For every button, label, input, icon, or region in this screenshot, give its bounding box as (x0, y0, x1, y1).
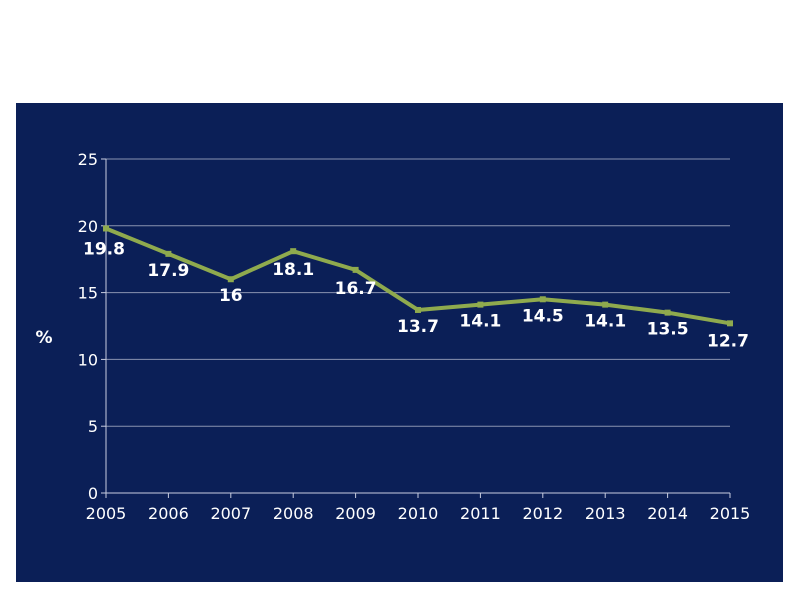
data-label: 17.9 (147, 261, 189, 281)
y-tick-label: 5 (88, 417, 98, 436)
x-tick-label: 2011 (460, 504, 501, 523)
data-label: 18.1 (272, 260, 314, 280)
data-point (227, 276, 234, 283)
data-label: 13.7 (397, 317, 439, 337)
data-label: 14.5 (522, 306, 564, 326)
x-tick-label: 2010 (398, 504, 439, 523)
y-tick-label: 25 (78, 150, 98, 169)
x-tick-label: 2013 (585, 504, 626, 523)
data-label: 14.1 (459, 312, 501, 332)
x-tick-label: 2005 (86, 504, 127, 523)
x-tick-label: 2015 (710, 504, 751, 523)
chart-background (16, 103, 783, 582)
x-tick-label: 2007 (210, 504, 251, 523)
data-point (290, 248, 297, 255)
y-tick-label: 20 (78, 217, 98, 236)
data-point (477, 301, 484, 308)
data-point (415, 306, 421, 313)
data-label: 13.5 (647, 320, 689, 340)
x-tick-label: 2006 (148, 504, 189, 523)
data-label: 12.7 (707, 331, 749, 351)
data-point (165, 250, 172, 257)
x-tick-label: 2012 (522, 504, 563, 523)
x-tick-label: 2008 (273, 504, 314, 523)
data-point (539, 296, 546, 303)
data-label: 14.1 (584, 312, 626, 332)
y-axis-label: % (35, 328, 52, 348)
data-point (664, 309, 671, 316)
data-point (103, 225, 109, 232)
data-point (352, 266, 359, 273)
data-label: 19.8 (83, 239, 125, 259)
data-label: 16 (219, 286, 243, 306)
data-label: 16.7 (335, 279, 377, 299)
y-tick-label: 0 (88, 484, 98, 503)
data-point (602, 301, 609, 308)
y-tick-label: 10 (78, 350, 98, 369)
x-tick-label: 2009 (335, 504, 376, 523)
y-tick-label: 15 (78, 284, 98, 303)
data-point (727, 320, 733, 327)
x-tick-label: 2014 (647, 504, 688, 523)
